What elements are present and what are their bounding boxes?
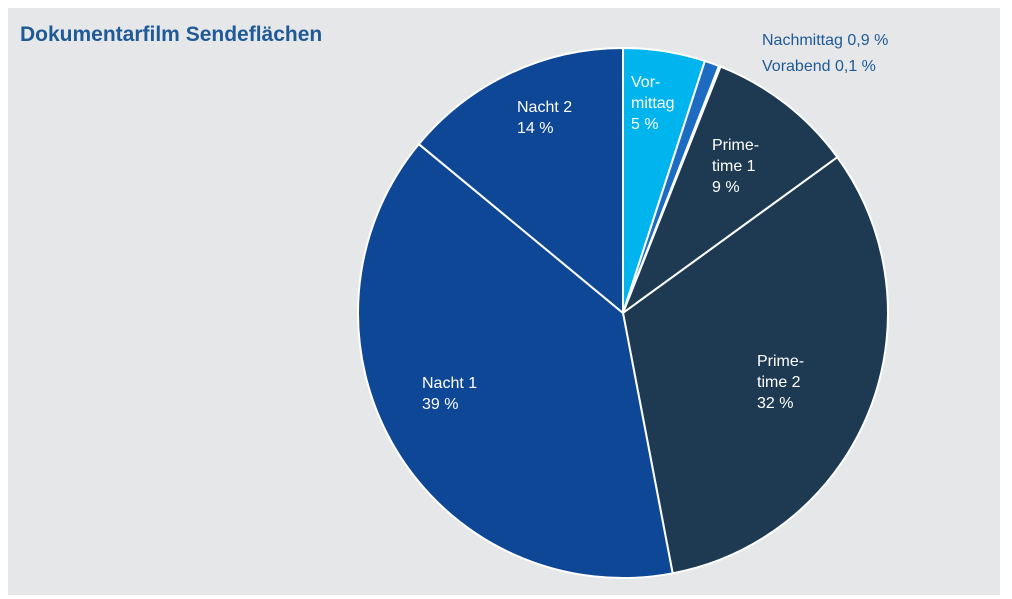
slice-label: Nacht 2 (517, 99, 572, 116)
pie-slice (621, 155, 889, 575)
slice-label: Nachmittag 0,9 % (762, 32, 888, 49)
pie-slice (417, 46, 624, 316)
value-label: 0,9 % (847, 32, 888, 49)
slice-name: Vorabend (762, 58, 831, 75)
value-label: 14 % (517, 120, 553, 137)
value-label: 0,1 % (835, 58, 876, 75)
value-label: 9 % (712, 179, 740, 196)
value-label: 39 % (422, 396, 458, 413)
chart-title: Dokumentarfilm Sendeflächen (20, 23, 322, 46)
slice-label: Prime-time 2 (757, 353, 804, 391)
pie-slice (620, 65, 839, 316)
slice-label: Nacht 1 (422, 375, 477, 392)
pie-slice (357, 142, 674, 579)
value-label: 5 % (631, 116, 659, 133)
slice-label: Prime-time 1 (712, 137, 759, 175)
slice-label: Vorabend 0,1 % (762, 58, 876, 75)
value-label: 32 % (757, 395, 793, 412)
slice-name: Nachmittag (762, 32, 843, 49)
slice-label: Vor-mittag (631, 74, 675, 112)
